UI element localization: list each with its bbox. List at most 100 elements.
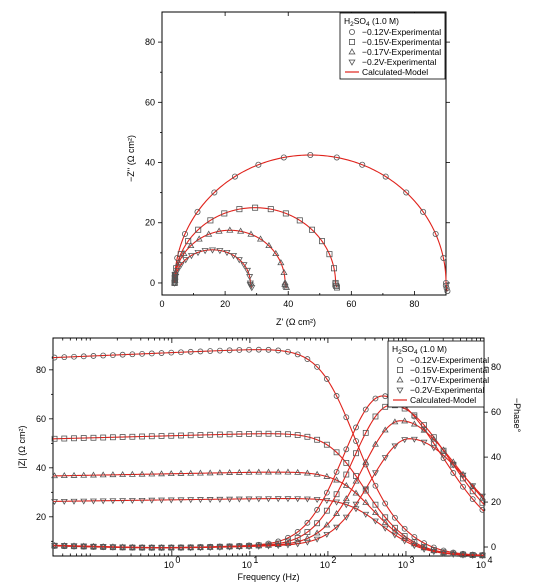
y-tick-label: 60 bbox=[145, 97, 155, 107]
data-point bbox=[381, 518, 389, 525]
data-point bbox=[444, 288, 451, 295]
data-point bbox=[51, 472, 59, 479]
legend-label: −0.2V-Experimental bbox=[410, 385, 485, 395]
data-point bbox=[442, 282, 449, 289]
data-point bbox=[265, 496, 272, 503]
data-point bbox=[323, 531, 331, 538]
data-point bbox=[226, 496, 234, 503]
legend-marker bbox=[348, 48, 356, 55]
data-point bbox=[243, 267, 252, 275]
data-point bbox=[304, 519, 311, 526]
data-point bbox=[313, 470, 321, 477]
data-point bbox=[226, 347, 233, 354]
data-point bbox=[206, 469, 214, 476]
y-tick-label: 40 bbox=[36, 463, 46, 473]
data-point bbox=[216, 496, 224, 503]
data-point bbox=[245, 542, 253, 549]
data-point bbox=[440, 453, 447, 460]
data-point bbox=[282, 210, 289, 217]
data-point bbox=[211, 189, 218, 196]
data-point bbox=[226, 544, 234, 551]
data-point bbox=[236, 347, 243, 353]
data-point bbox=[430, 549, 438, 556]
data-point bbox=[362, 486, 370, 493]
data-point bbox=[323, 376, 330, 382]
data-point bbox=[313, 497, 321, 504]
data-point bbox=[99, 498, 107, 505]
y-tick-label: 80 bbox=[36, 365, 46, 375]
data-point bbox=[440, 254, 447, 261]
legend-label: −0.15V-Experimental bbox=[362, 37, 441, 47]
data-point bbox=[138, 470, 146, 477]
data-point bbox=[207, 217, 214, 224]
data-point bbox=[168, 349, 175, 356]
data-point bbox=[129, 433, 136, 440]
data-point bbox=[460, 483, 466, 490]
data-point bbox=[207, 431, 214, 438]
legend-marker bbox=[396, 376, 404, 383]
data-point bbox=[294, 541, 302, 548]
data-point bbox=[158, 545, 165, 552]
data-point bbox=[226, 543, 234, 550]
data-point bbox=[323, 489, 330, 496]
model-line bbox=[174, 207, 338, 288]
y2-axis-title: −Phase° bbox=[512, 398, 522, 433]
data-point bbox=[401, 417, 409, 424]
data-point bbox=[255, 346, 262, 353]
plot-frame bbox=[161, 11, 447, 296]
model-line bbox=[174, 229, 287, 288]
data-point bbox=[216, 248, 224, 255]
data-point bbox=[168, 432, 175, 439]
data-point bbox=[303, 539, 311, 546]
data-point bbox=[207, 348, 214, 354]
x-tick-label: 80 bbox=[409, 299, 419, 309]
data-point bbox=[284, 542, 292, 549]
data-point bbox=[252, 204, 259, 211]
data-point bbox=[323, 441, 330, 448]
data-point bbox=[304, 433, 311, 440]
data-point bbox=[323, 498, 331, 504]
data-point bbox=[235, 468, 243, 475]
data-point bbox=[401, 437, 409, 444]
data-point bbox=[296, 217, 303, 224]
x-tick-exponent: 0 bbox=[175, 555, 180, 565]
data-point bbox=[196, 469, 204, 476]
data-point bbox=[430, 547, 438, 554]
data-point bbox=[314, 506, 321, 513]
model-line-modulus bbox=[52, 471, 485, 556]
data-point bbox=[362, 406, 369, 413]
x-axis-title: Z' (Ω cm²) bbox=[276, 317, 316, 327]
data-point bbox=[352, 501, 360, 508]
x-tick-label: 10 bbox=[242, 560, 252, 570]
data-point bbox=[359, 161, 366, 168]
legend-marker bbox=[396, 387, 404, 394]
y-tick-label: 60 bbox=[36, 414, 46, 424]
data-point bbox=[343, 459, 350, 466]
data-point bbox=[187, 497, 195, 504]
data-point bbox=[469, 552, 477, 559]
data-point bbox=[313, 536, 321, 543]
data-point bbox=[342, 495, 350, 502]
data-point bbox=[420, 439, 428, 446]
data-point bbox=[285, 431, 291, 438]
data-point bbox=[272, 249, 280, 257]
legend-label: −0.15V-Experimental bbox=[410, 365, 489, 375]
data-point bbox=[342, 481, 350, 488]
data-point bbox=[392, 514, 398, 521]
x-tick-label: 10 bbox=[320, 560, 330, 570]
legend-marker bbox=[396, 366, 403, 373]
data-point bbox=[158, 497, 165, 504]
data-point bbox=[177, 497, 185, 504]
data-point bbox=[353, 424, 359, 431]
data-point bbox=[90, 543, 97, 550]
data-point bbox=[274, 496, 282, 503]
data-point bbox=[245, 544, 253, 551]
data-point bbox=[51, 499, 59, 506]
legend-title: H2SO4 (1.0 M) bbox=[392, 344, 447, 356]
data-point bbox=[235, 544, 243, 551]
data-point bbox=[51, 354, 58, 361]
data-point bbox=[403, 189, 410, 196]
data-point bbox=[274, 541, 282, 548]
data-point bbox=[318, 238, 325, 245]
data-point bbox=[99, 544, 107, 551]
